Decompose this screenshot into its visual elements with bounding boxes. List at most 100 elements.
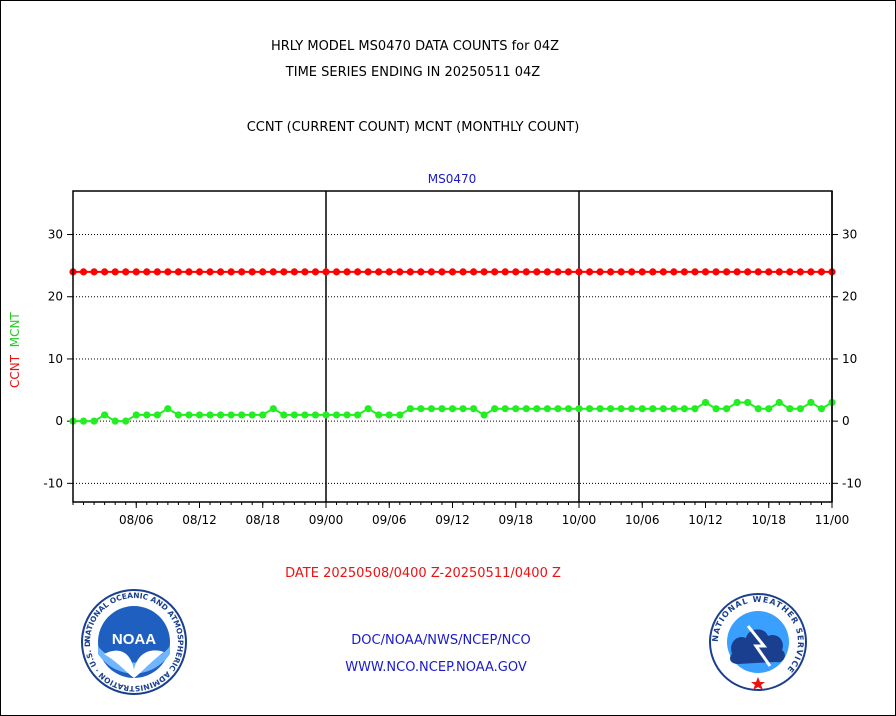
data-point-ccnt <box>79 268 88 276</box>
data-point-ccnt <box>670 268 678 276</box>
data-point-mcnt <box>786 405 794 413</box>
x-tick-label: 09/06 <box>372 513 407 527</box>
data-point-mcnt <box>111 417 119 425</box>
data-point-mcnt <box>406 405 414 413</box>
x-tick-label: 09/00 <box>309 513 344 527</box>
data-point-ccnt <box>480 268 488 276</box>
data-point-ccnt <box>765 268 773 276</box>
data-point-ccnt <box>712 268 720 276</box>
data-point-mcnt <box>396 411 404 419</box>
data-point-ccnt <box>575 268 583 276</box>
data-point-mcnt <box>164 405 172 413</box>
x-tick-label: 08/06 <box>119 513 154 527</box>
data-point-mcnt <box>343 411 351 419</box>
data-point-ccnt <box>744 268 752 276</box>
data-point-mcnt <box>722 405 731 413</box>
data-point-ccnt <box>174 268 183 276</box>
x-tick-label: 08/12 <box>182 513 217 527</box>
y-tick-label-right: 10 <box>842 352 857 366</box>
data-point-mcnt <box>459 405 467 413</box>
data-point-mcnt <box>122 417 130 425</box>
data-point-ccnt <box>617 268 625 276</box>
data-point-mcnt <box>659 405 667 413</box>
x-tick-label: 09/18 <box>498 513 533 527</box>
data-point-mcnt <box>512 405 520 413</box>
data-point-ccnt <box>775 268 783 276</box>
data-point-mcnt <box>712 405 720 413</box>
data-point-mcnt <box>448 405 457 413</box>
data-point-ccnt <box>343 268 351 276</box>
data-point-ccnt <box>143 268 151 276</box>
data-point-mcnt <box>796 405 804 413</box>
data-point-mcnt <box>617 405 625 413</box>
data-point-mcnt <box>680 405 689 413</box>
data-point-mcnt <box>143 411 151 419</box>
data-point-mcnt <box>269 405 277 413</box>
data-point-ccnt <box>438 268 446 276</box>
data-point-ccnt <box>111 268 119 276</box>
data-point-ccnt <box>554 268 562 276</box>
data-point-mcnt <box>744 398 752 407</box>
data-point-mcnt <box>754 405 762 413</box>
data-point-mcnt <box>195 411 204 419</box>
y-tick-label-left: -10 <box>43 476 63 490</box>
title-line-1: HRLY MODEL MS0470 DATA COUNTS for 04Z <box>270 39 560 54</box>
data-point-mcnt <box>649 405 657 413</box>
data-point-mcnt <box>775 398 783 407</box>
y-tick-label-right: -10 <box>842 476 862 490</box>
data-point-mcnt <box>501 405 509 413</box>
data-point-ccnt <box>90 268 98 276</box>
data-point-ccnt <box>607 268 615 276</box>
data-point-mcnt <box>79 417 88 425</box>
data-point-ccnt <box>522 268 530 276</box>
data-point-mcnt <box>206 411 214 419</box>
data-point-ccnt <box>396 268 404 276</box>
data-point-ccnt <box>817 268 826 276</box>
x-tick-label: 10/00 <box>562 513 597 527</box>
date-range: DATE 20250508/0400 Z-20250511/0400 Z <box>285 566 561 581</box>
data-point-mcnt <box>259 411 267 419</box>
data-point-ccnt <box>691 268 699 276</box>
y-tick-label-left: 0 <box>55 414 63 428</box>
data-point-mcnt <box>301 411 309 419</box>
data-point-ccnt <box>543 268 551 276</box>
data-point-ccnt <box>596 268 604 276</box>
data-point-mcnt <box>628 405 636 413</box>
data-point-ccnt <box>101 268 109 276</box>
data-point-mcnt <box>290 411 298 419</box>
data-point-mcnt <box>533 405 541 413</box>
data-point-mcnt <box>554 405 562 413</box>
y-tick-label-right: 30 <box>842 228 857 242</box>
data-point-ccnt <box>238 268 246 276</box>
data-point-mcnt <box>701 398 710 407</box>
plot-area-border <box>72 190 833 503</box>
data-point-mcnt <box>575 405 583 413</box>
y-tick-label-left: 30 <box>48 228 63 242</box>
data-point-mcnt <box>491 405 499 413</box>
data-point-ccnt <box>385 268 393 276</box>
data-point-mcnt <box>417 405 425 413</box>
data-point-ccnt <box>290 268 298 276</box>
noaa-logo-text: NOAA <box>112 631 156 648</box>
data-point-ccnt <box>427 268 436 276</box>
data-point-ccnt <box>807 268 815 276</box>
data-point-ccnt <box>796 268 804 276</box>
data-point-ccnt <box>354 268 362 276</box>
y-tick-label-right: 20 <box>842 290 857 304</box>
data-point-ccnt <box>132 268 140 276</box>
data-point-ccnt <box>564 268 573 276</box>
data-point-mcnt <box>354 411 362 419</box>
website-link[interactable]: WWW.NCO.NCEP.NOAA.GOV <box>345 660 527 675</box>
data-point-mcnt <box>216 411 225 419</box>
noaa-logo: NATIONAL OCEANIC AND ATMOSPHERIC ADMINIS… <box>80 588 187 695</box>
data-point-ccnt <box>417 268 425 276</box>
chart-title: MS0470 <box>427 172 477 186</box>
data-point-mcnt <box>638 405 646 413</box>
data-point-ccnt <box>375 268 383 276</box>
data-point-ccnt <box>406 268 414 276</box>
data-point-ccnt <box>195 268 204 276</box>
data-point-ccnt <box>269 268 277 276</box>
data-point-ccnt <box>459 268 467 276</box>
data-point-ccnt <box>649 268 657 276</box>
